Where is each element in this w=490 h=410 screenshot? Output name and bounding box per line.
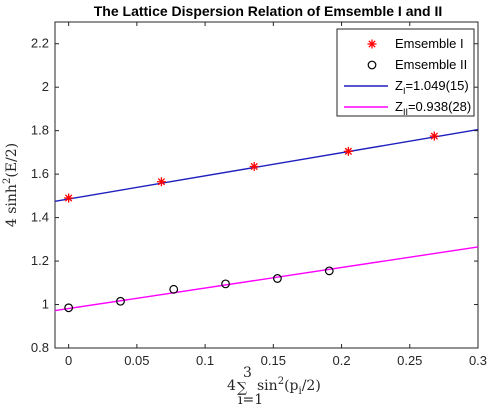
x-tick-label: 0.3 <box>469 353 487 368</box>
legend-fit-label: ZI=1.049(15) <box>395 78 469 96</box>
svg-text:3: 3 <box>243 365 252 381</box>
y-axis-label: 4 sinh2(E/2) <box>2 143 20 227</box>
y-tick-label: 1 <box>42 297 49 312</box>
svg-text:∑: ∑ <box>237 380 247 396</box>
legend-fit-value: =1.049(15) <box>405 78 468 93</box>
legend-fit-symbol: Z <box>395 99 403 114</box>
data-point-ensemble-2 <box>169 284 179 294</box>
data-point-ensemble-1 <box>429 131 439 141</box>
svg-text:sin2(pi/2): sin2(pi/2) <box>257 376 321 397</box>
y-tick-label: 1.2 <box>31 253 49 268</box>
data-point-ensemble-1 <box>64 193 74 203</box>
x-tick-label: 0.2 <box>333 353 351 368</box>
chart-title: The Lattice Dispersion Relation of Emsem… <box>94 3 443 19</box>
legend-fit-subscript: II <box>403 107 408 117</box>
legend-label: Emsemble II <box>395 57 467 72</box>
data-point-ensemble-2 <box>324 266 334 276</box>
data-point-ensemble-1 <box>156 177 166 187</box>
data-points <box>64 131 439 313</box>
legend-marker-ensemble-2 <box>367 60 377 70</box>
svg-text:4: 4 <box>227 378 236 394</box>
legend-fit-symbol: Z <box>395 78 403 93</box>
x-tick-label: 0.25 <box>397 353 422 368</box>
y-tick-label: 2.2 <box>31 36 49 51</box>
x-axis-label: 4 ∑ 3 i=1 sin2(pi/2) <box>227 365 321 408</box>
legend-marker-ensemble-1 <box>367 39 377 49</box>
y-tick-label: 1.8 <box>31 123 49 138</box>
fit-line-ensemble-2 <box>54 246 479 312</box>
x-tick-label: 0 <box>65 353 72 368</box>
svg-text:4 sinh2(E/2): 4 sinh2(E/2) <box>2 143 20 227</box>
data-point-ensemble-2 <box>116 296 125 306</box>
data-point-ensemble-2 <box>221 279 230 289</box>
x-tick-label: 0.1 <box>196 353 214 368</box>
data-point-ensemble-2 <box>273 274 282 283</box>
legend-fit-value: =0.938(28) <box>408 99 471 114</box>
data-point-ensemble-1 <box>249 162 259 172</box>
data-point-ensemble-1 <box>343 146 353 156</box>
axis-ticks: 0 0.05 0.1 0.15 0.2 0.25 0.3 0.8 1 1.2 1.4 1.6 1.8 2 2… <box>31 22 487 368</box>
legend-fit-subscript: I <box>403 86 406 96</box>
y-tick-label: 0.8 <box>31 340 49 355</box>
legend-label: Emsemble I <box>395 36 464 51</box>
fit-lines <box>54 128 479 312</box>
legend-box <box>336 28 475 117</box>
x-tick-label: 0.15 <box>261 353 286 368</box>
y-tick-label: 2 <box>42 79 49 94</box>
x-tick-label: 0.05 <box>124 353 149 368</box>
legend-fit-label: ZII=0.938(28) <box>395 99 471 117</box>
y-tick-label: 1.4 <box>31 210 49 225</box>
y-tick-label: 1.6 <box>31 166 49 181</box>
svg-text:i=1: i=1 <box>238 392 263 408</box>
fit-line-ensemble-1 <box>54 128 479 202</box>
data-point-ensemble-2 <box>64 303 74 313</box>
